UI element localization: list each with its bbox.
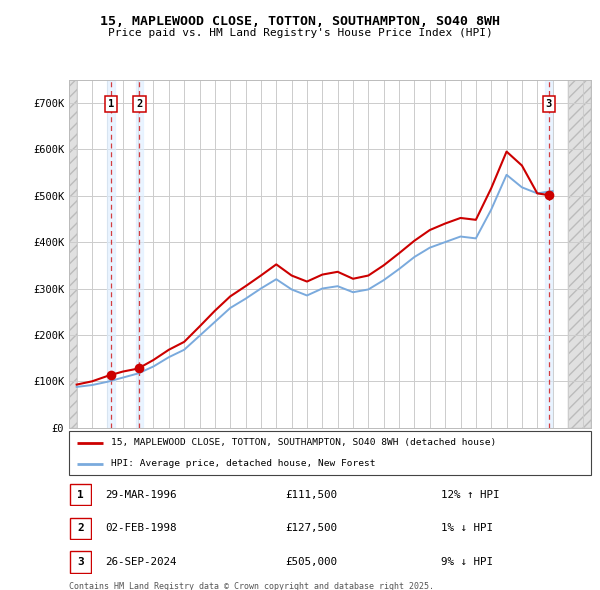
Text: 15, MAPLEWOOD CLOSE, TOTTON, SOUTHAMPTON, SO40 8WH (detached house): 15, MAPLEWOOD CLOSE, TOTTON, SOUTHAMPTON… bbox=[111, 438, 496, 447]
Text: 1: 1 bbox=[108, 99, 114, 109]
Text: 15, MAPLEWOOD CLOSE, TOTTON, SOUTHAMPTON, SO40 8WH: 15, MAPLEWOOD CLOSE, TOTTON, SOUTHAMPTON… bbox=[100, 15, 500, 28]
Text: 9% ↓ HPI: 9% ↓ HPI bbox=[441, 557, 493, 567]
Text: 2: 2 bbox=[77, 523, 84, 533]
Text: £505,000: £505,000 bbox=[285, 557, 337, 567]
FancyBboxPatch shape bbox=[69, 431, 591, 475]
Text: 3: 3 bbox=[545, 99, 552, 109]
Bar bbox=[545, 80, 553, 428]
Bar bbox=[107, 80, 115, 428]
FancyBboxPatch shape bbox=[70, 484, 91, 505]
Text: Price paid vs. HM Land Registry's House Price Index (HPI): Price paid vs. HM Land Registry's House … bbox=[107, 28, 493, 38]
Text: 1% ↓ HPI: 1% ↓ HPI bbox=[441, 523, 493, 533]
Text: 3: 3 bbox=[77, 557, 84, 567]
Text: £111,500: £111,500 bbox=[285, 490, 337, 500]
Bar bbox=[136, 80, 143, 428]
Text: Contains HM Land Registry data © Crown copyright and database right 2025.
This d: Contains HM Land Registry data © Crown c… bbox=[69, 582, 434, 590]
Text: 29-MAR-1996: 29-MAR-1996 bbox=[105, 490, 176, 500]
FancyBboxPatch shape bbox=[70, 518, 91, 539]
Bar bbox=[568, 80, 591, 428]
Bar bbox=[69, 80, 77, 428]
Text: HPI: Average price, detached house, New Forest: HPI: Average price, detached house, New … bbox=[111, 460, 375, 468]
Text: 2: 2 bbox=[136, 99, 143, 109]
Text: £127,500: £127,500 bbox=[285, 523, 337, 533]
Text: 26-SEP-2024: 26-SEP-2024 bbox=[105, 557, 176, 567]
FancyBboxPatch shape bbox=[70, 552, 91, 572]
Text: 1: 1 bbox=[77, 490, 84, 500]
Text: 02-FEB-1998: 02-FEB-1998 bbox=[105, 523, 176, 533]
Text: 12% ↑ HPI: 12% ↑ HPI bbox=[441, 490, 499, 500]
